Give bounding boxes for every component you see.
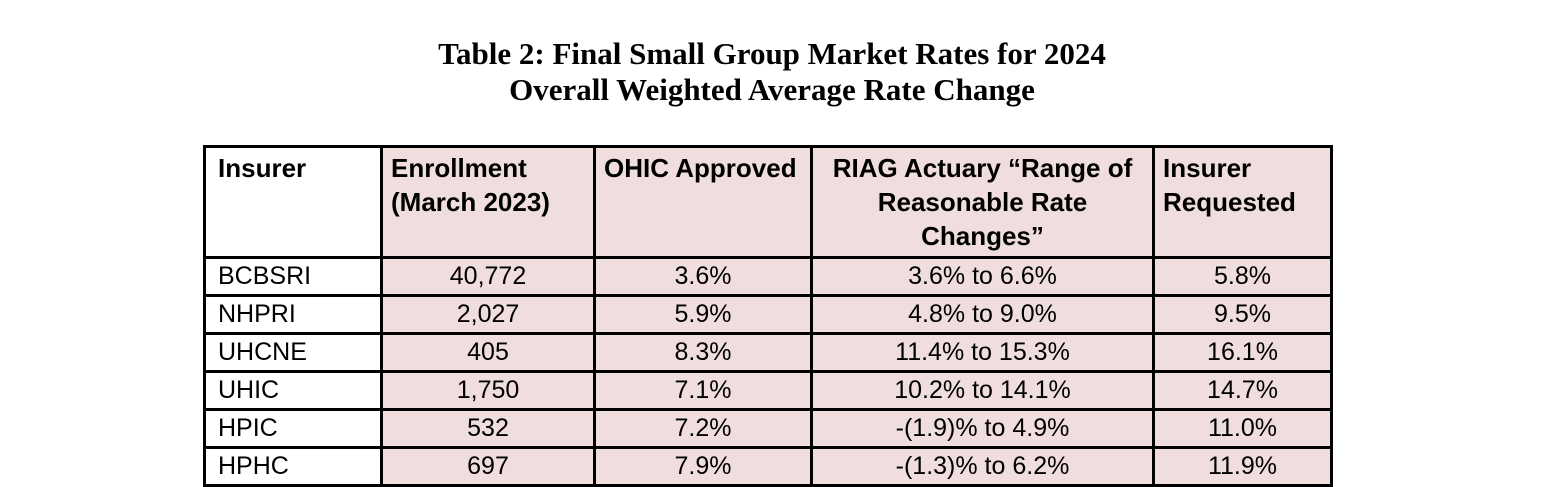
column-header-insurer-requested: Insurer Requested bbox=[1152, 145, 1333, 259]
riag-range-cell: 3.6% to 6.6% bbox=[810, 256, 1155, 297]
insurer-name-cell: HPHC bbox=[203, 446, 383, 487]
column-header-riag-range-line1: RIAG Actuary “Range of bbox=[832, 153, 1133, 183]
insurer-requested-cell: 14.7% bbox=[1152, 370, 1333, 411]
column-header-ohic-approved-label: OHIC Approved bbox=[604, 153, 797, 183]
table-row: UHIC 1,750 7.1% 10.2% to 14.1% 14.7% bbox=[203, 370, 1333, 411]
table-row: UHCNE 405 8.3% 11.4% to 15.3% 16.1% bbox=[203, 332, 1333, 373]
table-row: HPHC 697 7.9% -(1.3)% to 6.2% 11.9% bbox=[203, 446, 1333, 487]
column-header-insurer-requested-line1: Insurer bbox=[1163, 153, 1252, 183]
riag-range-cell: 10.2% to 14.1% bbox=[810, 370, 1155, 411]
enrollment-cell: 1,750 bbox=[380, 370, 596, 411]
enrollment-cell: 697 bbox=[380, 446, 596, 487]
ohic-approved-cell: 5.9% bbox=[593, 294, 813, 335]
enrollment-cell: 532 bbox=[380, 408, 596, 449]
ohic-approved-cell: 7.9% bbox=[593, 446, 813, 487]
insurer-name-cell: UHCNE bbox=[203, 332, 383, 373]
ohic-approved-cell: 3.6% bbox=[593, 256, 813, 297]
enrollment-cell: 405 bbox=[380, 332, 596, 373]
enrollment-cell: 40,772 bbox=[380, 256, 596, 297]
riag-range-cell: 4.8% to 9.0% bbox=[810, 294, 1155, 335]
insurer-requested-cell: 5.8% bbox=[1152, 256, 1333, 297]
table-title-line1: Table 2: Final Small Group Market Rates … bbox=[438, 36, 1106, 71]
column-header-insurer-label: Insurer bbox=[218, 153, 307, 183]
enrollment-cell: 2,027 bbox=[380, 294, 596, 335]
riag-range-cell: -(1.3)% to 6.2% bbox=[810, 446, 1155, 487]
riag-range-cell: -(1.9)% to 4.9% bbox=[810, 408, 1155, 449]
column-header-enrollment: Enrollment (March 2023) bbox=[380, 145, 596, 259]
table-row: BCBSRI 40,772 3.6% 3.6% to 6.6% 5.8% bbox=[203, 256, 1333, 297]
ohic-approved-cell: 7.2% bbox=[593, 408, 813, 449]
column-header-enrollment-line2: (March 2023) bbox=[391, 187, 550, 217]
insurer-name-cell: NHPRI bbox=[203, 294, 383, 335]
table-title: Table 2: Final Small Group Market Rates … bbox=[0, 36, 1544, 108]
column-header-ohic-approved: OHIC Approved bbox=[593, 145, 813, 259]
header-row: Insurer Enrollment (March 2023) OHIC App… bbox=[203, 145, 1333, 259]
column-header-insurer-requested-line2: Requested bbox=[1163, 187, 1296, 217]
column-header-riag-range-line2: Reasonable Rate Changes” bbox=[877, 187, 1088, 251]
insurer-name-cell: UHIC bbox=[203, 370, 383, 411]
ohic-approved-cell: 8.3% bbox=[593, 332, 813, 373]
riag-range-cell: 11.4% to 15.3% bbox=[810, 332, 1155, 373]
insurer-requested-cell: 16.1% bbox=[1152, 332, 1333, 373]
small-group-rates-table: Insurer Enrollment (March 2023) OHIC App… bbox=[203, 145, 1333, 487]
insurer-name-cell: HPIC bbox=[203, 408, 383, 449]
table-title-line2: Overall Weighted Average Rate Change bbox=[509, 72, 1035, 107]
table-row: HPIC 532 7.2% -(1.9)% to 4.9% 11.0% bbox=[203, 408, 1333, 449]
ohic-approved-cell: 7.1% bbox=[593, 370, 813, 411]
insurer-name-cell: BCBSRI bbox=[203, 256, 383, 297]
insurer-requested-cell: 9.5% bbox=[1152, 294, 1333, 335]
table-row: NHPRI 2,027 5.9% 4.8% to 9.0% 9.5% bbox=[203, 294, 1333, 335]
insurer-requested-cell: 11.0% bbox=[1152, 408, 1333, 449]
column-header-enrollment-line1: Enrollment bbox=[391, 153, 527, 183]
insurer-requested-cell: 11.9% bbox=[1152, 446, 1333, 487]
column-header-insurer: Insurer bbox=[203, 145, 383, 259]
column-header-riag-range: RIAG Actuary “Range of Reasonable Rate C… bbox=[810, 145, 1155, 259]
